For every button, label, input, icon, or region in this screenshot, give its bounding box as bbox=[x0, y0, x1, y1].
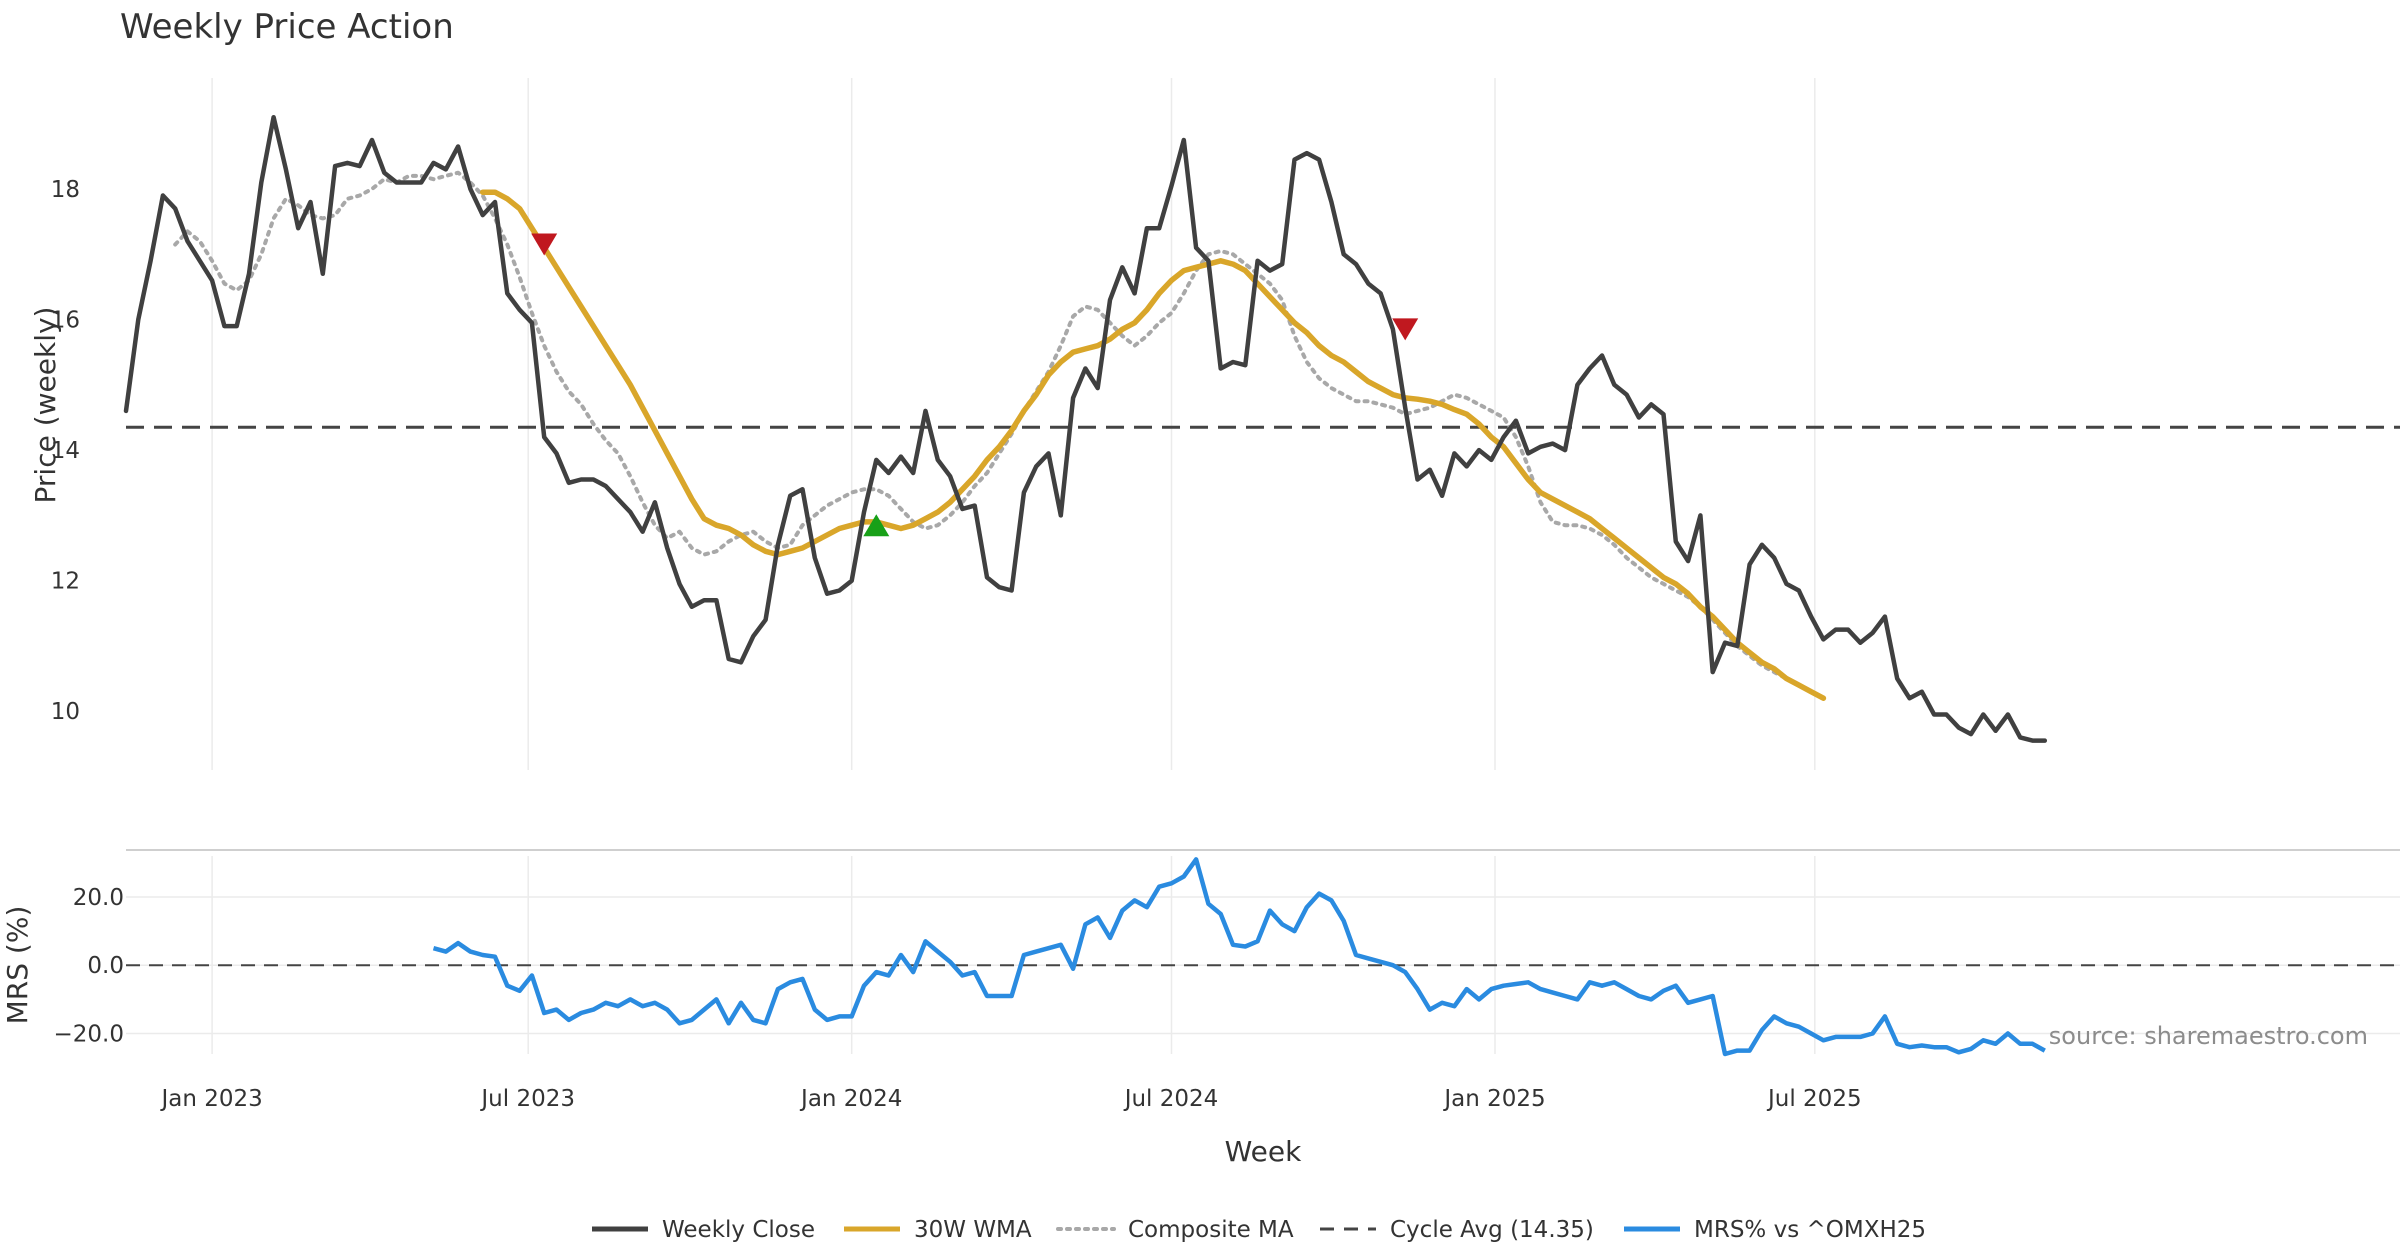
legend-label: Composite MA bbox=[1128, 1217, 1294, 1243]
x-tick-label: Jan 2023 bbox=[159, 1086, 262, 1112]
source-note: source: sharemaestro.com bbox=[2049, 1022, 2368, 1050]
legend: Weekly Close 30W WMA Composite MA Cycle Avg… bbox=[592, 1217, 1926, 1243]
mrs-y-tick: −20.0 bbox=[54, 1022, 124, 1048]
wma-30w-line bbox=[479, 189, 1827, 701]
mrs-panel: 20.0 0.0 −20.0 MRS (%) source: sharemaestr… bbox=[1, 856, 2400, 1057]
price-y-ticks: 10 12 14 16 18 bbox=[51, 177, 80, 725]
x-tick-label: Jan 2025 bbox=[1442, 1086, 1545, 1112]
mrs-series bbox=[432, 857, 2046, 1057]
mrs-y-label: MRS (%) bbox=[1, 906, 34, 1025]
signal-markers bbox=[531, 233, 1419, 537]
buy-signal-marker bbox=[863, 514, 890, 537]
mrs-line bbox=[432, 857, 2046, 1057]
price-series bbox=[123, 114, 2048, 743]
legend-label: Cycle Avg (14.35) bbox=[1390, 1217, 1594, 1243]
x-axis-ticks: Jan 2023 Jul 2023 Jan 2024 Jul 2024 Jan 2025… bbox=[159, 1086, 1861, 1112]
sell-signal-marker bbox=[1392, 318, 1419, 341]
chart-title: Weekly Price Action bbox=[120, 7, 454, 47]
legend-label: 30W WMA bbox=[914, 1217, 1032, 1243]
sell-signal-marker bbox=[531, 233, 558, 256]
price-y-tick: 16 bbox=[51, 308, 80, 334]
legend-label: Weekly Close bbox=[662, 1217, 815, 1243]
price-y-label: Price (weekly) bbox=[29, 307, 62, 504]
mrs-y-tick: 20.0 bbox=[73, 885, 124, 911]
price-y-tick: 18 bbox=[51, 177, 80, 203]
mrs-y-ticks: 20.0 0.0 −20.0 bbox=[54, 885, 124, 1048]
x-tick-label: Jul 2025 bbox=[1766, 1086, 1862, 1112]
price-y-tick: 14 bbox=[51, 438, 80, 464]
composite-ma-line bbox=[173, 170, 1826, 701]
x-tick-label: Jul 2024 bbox=[1123, 1086, 1219, 1112]
weekly-close-line bbox=[123, 114, 2048, 743]
x-tick-label: Jan 2024 bbox=[799, 1086, 902, 1112]
price-y-tick: 12 bbox=[51, 569, 80, 595]
price-y-tick: 10 bbox=[51, 699, 80, 725]
price-panel: 10 12 14 16 18 Price (weekly) bbox=[29, 78, 2400, 770]
mrs-y-tick: 0.0 bbox=[87, 953, 124, 979]
x-tick-label: Jul 2023 bbox=[479, 1086, 575, 1112]
x-axis-label: Week bbox=[1225, 1135, 1302, 1168]
legend-label: MRS% vs ^OMXH25 bbox=[1694, 1217, 1926, 1243]
